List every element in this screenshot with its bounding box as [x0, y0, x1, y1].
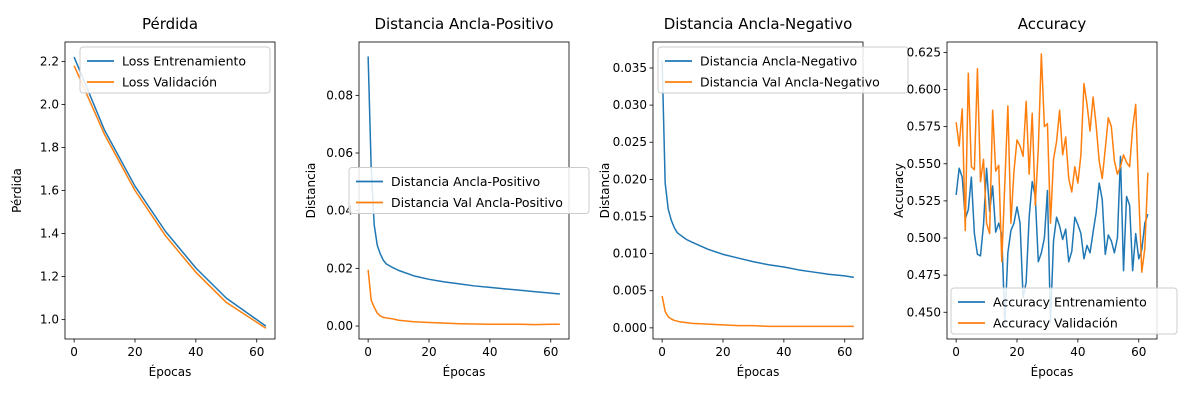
series-line-val [955, 53, 1149, 273]
y-tick-label: 0.475 [907, 268, 941, 282]
series-line-val [367, 269, 560, 326]
x-axis-label: Épocas [737, 364, 780, 379]
series-line-train [955, 155, 1149, 325]
x-tick-label: 60 [1131, 345, 1146, 359]
series-line-val [73, 65, 267, 329]
legend-label: Loss Entrenamiento [122, 54, 246, 69]
y-tick-label: 0.04 [326, 204, 353, 218]
axes-frame [652, 41, 864, 340]
legend-label: Loss Validación [122, 75, 217, 90]
y-axis-label: Distancia [598, 163, 612, 219]
subplot-title: Pérdida [142, 15, 198, 33]
y-axis-label: Accuracy [892, 163, 906, 218]
subplot-2: Distancia Ancla-Positivo 0 20 40 60 0.00 0.02 0… [304, 15, 590, 379]
y-tick-label: 0.005 [613, 284, 647, 298]
y-axis-label: Distancia [304, 163, 318, 219]
x-tick-label: 0 [658, 345, 666, 359]
x-tick-label: 20 [715, 345, 730, 359]
x-axis-label: Épocas [443, 364, 486, 379]
y-tick-label: 0.500 [907, 231, 941, 245]
legend-label: Distancia Ancla-Positivo [391, 174, 540, 189]
legend-label: Distancia Val Ancla-Positivo [391, 195, 563, 210]
x-tick-label: 0 [364, 345, 372, 359]
y-tick-label: 0.550 [907, 157, 941, 171]
legend-label: Accuracy Validación [993, 316, 1118, 331]
x-tick-label: 0 [70, 345, 78, 359]
x-tick-label: 20 [1009, 345, 1024, 359]
series-line-val [661, 295, 854, 328]
legend-label: Distancia Ancla-Negativo [700, 54, 857, 69]
y-tick-label: 0.450 [907, 305, 941, 319]
series-line-train [73, 56, 267, 327]
y-tick-label: 2.2 [40, 54, 59, 68]
x-tick-label: 20 [421, 345, 436, 359]
x-tick-label: 20 [127, 345, 142, 359]
y-tick-label: 0.06 [326, 146, 353, 160]
y-tick-label: 0.000 [613, 321, 647, 335]
x-tick-label: 60 [249, 345, 264, 359]
x-tick-label: 0 [952, 345, 960, 359]
x-tick-label: 60 [543, 345, 558, 359]
y-tick-label: 0.575 [907, 120, 941, 134]
x-tick-label: 40 [188, 345, 203, 359]
legend-label: Accuracy Entrenamiento [993, 295, 1147, 310]
y-tick-label: 1.0 [40, 313, 59, 327]
y-tick-label: 0.025 [613, 135, 647, 149]
y-tick-label: 1.4 [40, 227, 59, 241]
legend: Distancia Ancla-Negativo Distancia Val An… [657, 46, 909, 94]
legend: Accuracy Entrenamiento Accuracy Validació… [950, 287, 1178, 335]
y-tick-label: 0.030 [613, 98, 647, 112]
subplot-title: Distancia Ancla-Positivo [374, 15, 553, 33]
legend: Distancia Ancla-Positivo Distancia Val An… [348, 167, 590, 214]
legend-box [657, 46, 909, 94]
axes-frame [946, 41, 1158, 340]
x-axis-label: Épocas [149, 364, 192, 379]
subplot-title: Accuracy [1018, 15, 1087, 33]
subplot-title: Distancia Ancla-Negativo [664, 15, 853, 33]
legend-box [950, 287, 1178, 335]
subplot-4: Accuracy 0 20 40 60 0.450 0.475 0.500 0.525 0.550… [892, 15, 1178, 379]
x-tick-label: 40 [1070, 345, 1085, 359]
y-tick-label: 2.0 [40, 97, 59, 111]
legend: Loss Entrenamiento Loss Validación [79, 46, 271, 94]
subplot-3: Distancia Ancla-Negativo 0 20 40 60 0.000 0.00… [598, 15, 909, 379]
y-axis-label: Pérdida [10, 168, 24, 213]
subplot-1: Pérdida 0 20 40 60 1.0 1.2 1.4 1.6 1.8 2.0 2.2 Época… [10, 15, 276, 379]
legend-box [348, 167, 590, 214]
series-line-train [661, 60, 854, 279]
x-axis-label: Épocas [1031, 364, 1074, 379]
legend-label: Distancia Val Ancla-Negativo [700, 75, 880, 90]
x-tick-label: 60 [837, 345, 852, 359]
y-tick-label: 0.010 [613, 247, 647, 261]
y-tick-label: 0.08 [326, 88, 353, 102]
y-tick-label: 0.020 [613, 172, 647, 186]
y-tick-label: 0.015 [613, 209, 647, 223]
x-tick-label: 40 [776, 345, 791, 359]
y-tick-label: 0.02 [326, 261, 353, 275]
x-tick-label: 40 [482, 345, 497, 359]
y-tick-label: 1.6 [40, 184, 59, 198]
legend-box [79, 46, 271, 94]
y-tick-label: 0.035 [613, 61, 647, 75]
y-tick-label: 0.600 [907, 83, 941, 97]
y-tick-label: 0.00 [326, 319, 353, 333]
y-tick-label: 0.625 [907, 45, 941, 59]
y-tick-label: 0.525 [907, 194, 941, 208]
y-tick-label: 1.2 [40, 270, 59, 284]
y-tick-label: 1.8 [40, 140, 59, 154]
series-line-train [367, 56, 560, 295]
